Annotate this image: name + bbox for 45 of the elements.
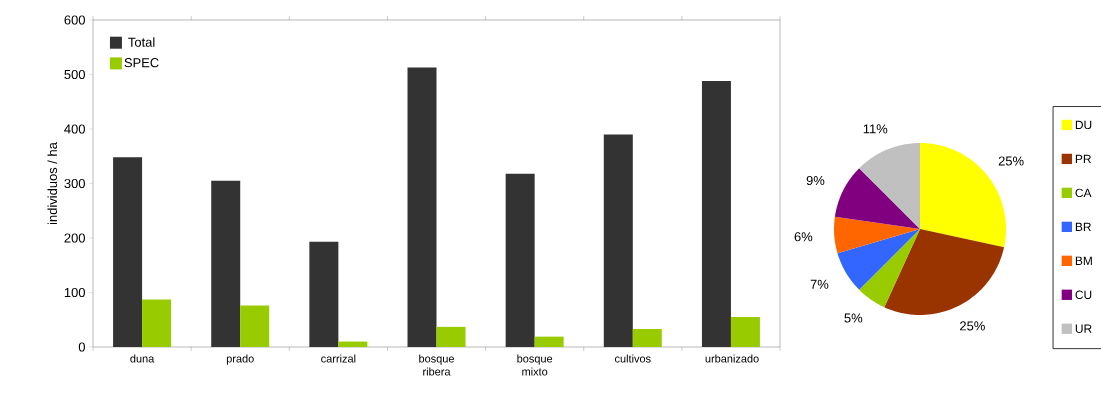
bar <box>142 299 172 347</box>
bar <box>211 180 241 347</box>
bar <box>632 329 662 347</box>
data-label: 5% <box>844 313 863 323</box>
y-tick-label: 400 <box>64 124 85 134</box>
bar <box>338 341 368 347</box>
bar <box>113 157 143 347</box>
x-tick-label: duna <box>130 354 155 363</box>
y-axis-title: individuos / ha <box>47 142 58 225</box>
bar <box>407 67 437 347</box>
bar <box>701 81 731 347</box>
bar <box>436 326 466 347</box>
bar <box>309 241 339 347</box>
y-tick-label: 200 <box>64 233 85 243</box>
data-label: 25% <box>998 156 1024 166</box>
bar <box>240 305 270 347</box>
y-tick-label: 100 <box>64 287 85 298</box>
data-label: 25% <box>960 321 985 331</box>
legend-label: BR <box>1075 222 1091 231</box>
y-tick-label: 300 <box>64 178 85 189</box>
x-tick-label: cultivos <box>615 354 651 363</box>
bar <box>730 317 760 347</box>
legend-label: PR <box>1075 154 1091 164</box>
legend-label: CU <box>1075 290 1092 300</box>
legend-label: CA <box>1075 188 1092 198</box>
x-tick-label: carrizal <box>321 354 356 363</box>
y-tick-label: 500 <box>64 69 85 80</box>
y-tick-label: 0 <box>78 342 85 352</box>
x-tick-label: urbanizado <box>705 354 759 363</box>
bar <box>505 173 535 347</box>
legend-label: Total <box>128 37 155 47</box>
y-tick-label: 600 <box>64 15 85 25</box>
legend-label: UR <box>1075 324 1092 333</box>
bar <box>603 134 633 347</box>
legend-label: BM <box>1075 256 1092 265</box>
legend-label: SPEC <box>124 58 159 68</box>
data-label: 11% <box>863 124 888 134</box>
data-label: 6% <box>794 232 813 242</box>
legend-label: DU <box>1075 120 1092 130</box>
data-label: 9% <box>806 175 825 186</box>
x-tick-label: prado <box>226 354 254 365</box>
x-tick-label: bosque mixto <box>517 354 553 376</box>
data-label: 7% <box>810 279 829 289</box>
bar <box>534 336 564 347</box>
x-tick-label: bosque ribera <box>419 354 454 376</box>
